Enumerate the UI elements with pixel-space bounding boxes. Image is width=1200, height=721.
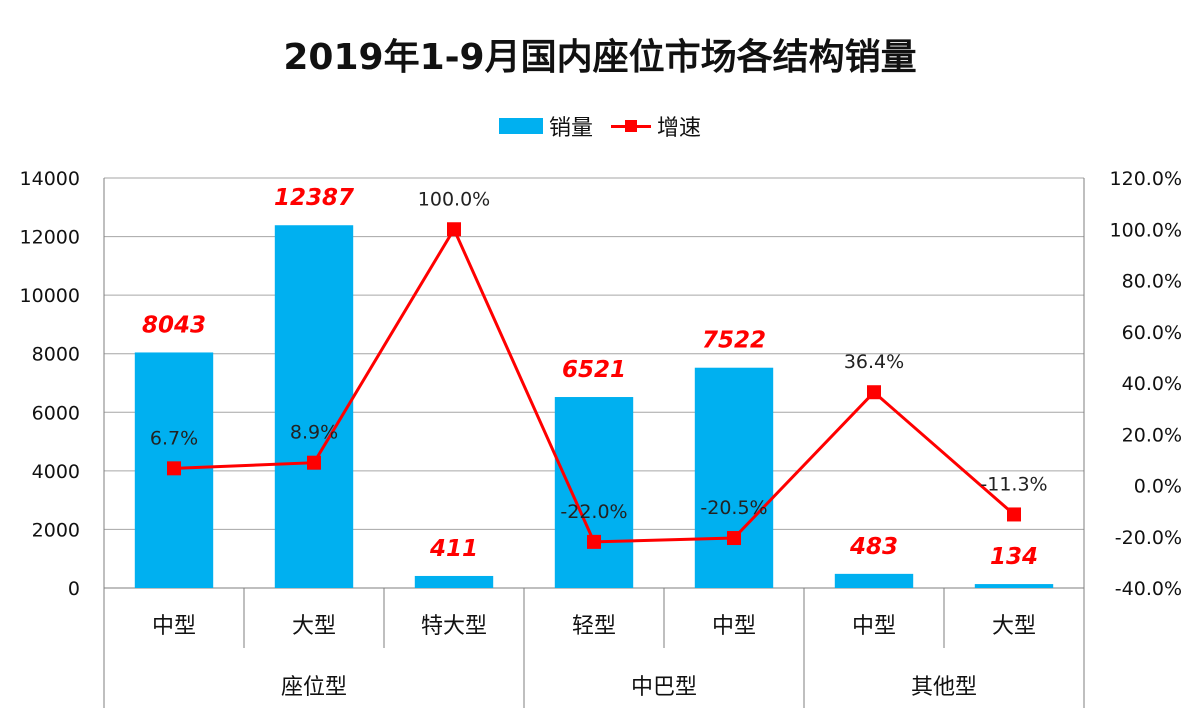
group-label: 座位型 [281,675,347,700]
bar-data-label: 8043 [142,312,206,338]
growth-data-label: -20.5% [700,497,767,519]
x-tick-label: 特大型 [421,614,487,639]
x-tick-label: 轻型 [572,614,616,639]
growth-marker [447,222,461,237]
group-label: 中巴型 [631,675,697,700]
growth-marker [867,385,881,400]
y-right-tick-label: 100.0% [1110,219,1182,241]
x-tick-label: 中型 [152,614,196,639]
legend-item-bar: 销量 [498,110,593,142]
bar [554,397,634,588]
growth-data-label: 6.7% [150,427,198,449]
growth-data-label: 100.0% [418,188,490,210]
y-right-tick-label: 80.0% [1122,271,1182,293]
x-tick-label: 中型 [852,614,896,639]
bar-data-label: 7522 [702,328,766,354]
y-left-tick-label: 8000 [32,344,80,366]
bar-data-label: 6521 [562,357,626,383]
y-right-tick-label: -40.0% [1115,578,1182,600]
y-left-tick-label: 2000 [32,519,80,541]
growth-data-label: 8.9% [290,422,338,444]
growth-marker [1007,507,1021,522]
bar-data-label: 411 [429,536,478,562]
growth-marker [307,455,321,470]
group-label: 其他型 [911,675,977,700]
y-right-tick-label: 40.0% [1122,373,1182,395]
growth-marker [587,534,601,549]
x-tick-label: 大型 [292,614,336,639]
bar [974,584,1054,588]
growth-data-label: -22.0% [560,501,627,523]
y-right-tick-label: -20.0% [1115,527,1182,549]
x-tick-label: 大型 [992,614,1036,639]
bar [414,575,494,588]
y-right-tick-label: 120.0% [1110,168,1182,190]
y-left-tick-label: 12000 [20,227,80,249]
legend-item-line: 增速 [611,110,701,142]
legend: 销量 增速 [0,110,1200,142]
growth-marker [727,531,741,546]
y-left-tick-label: 0 [68,578,80,600]
legend-line-label: 增速 [657,116,702,141]
chart-title: 2019年1-9月国内座位市场各结构销量 [283,37,917,78]
y-left-tick-label: 14000 [20,168,80,190]
y-left-tick-label: 4000 [32,461,80,483]
bar [694,367,774,588]
y-right-tick-label: 0.0% [1134,476,1182,498]
growth-marker [167,461,181,476]
legend-bar-label: 销量 [548,116,593,141]
y-left-tick-label: 6000 [32,402,80,424]
bar-data-label: 134 [990,544,1038,570]
y-right-tick-label: 60.0% [1122,322,1182,344]
legend-bar-swatch [498,118,543,134]
legend-line-swatch [611,118,651,134]
growth-data-label: -11.3% [980,473,1047,495]
bar [274,225,354,588]
x-tick-label: 中型 [712,614,756,639]
y-right-tick-label: 20.0% [1122,424,1182,446]
bar-data-label: 12387 [274,185,354,211]
bar [834,573,914,588]
y-left-tick-label: 10000 [20,285,80,307]
growth-data-label: 36.4% [844,351,904,373]
bar-data-label: 483 [849,534,898,560]
